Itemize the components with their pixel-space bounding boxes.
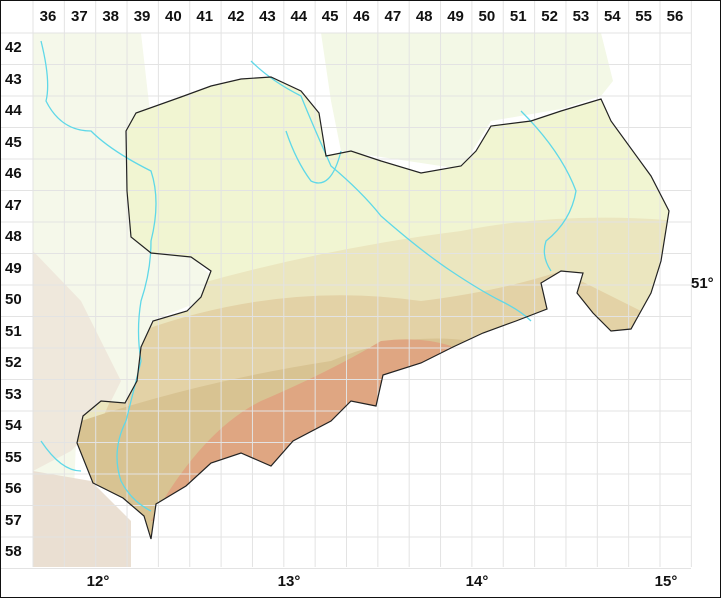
grid-column-label: 51: [509, 8, 527, 25]
longitude-label-14: 14°: [465, 573, 489, 590]
grid-column-label: 36: [39, 8, 57, 25]
grid-row-label: 52: [5, 354, 22, 371]
grid-column-label: 46: [353, 8, 370, 25]
grid-row-label: 47: [5, 196, 22, 214]
grid-row-label: 55: [5, 448, 22, 466]
grid-column-label: 52: [541, 8, 558, 25]
grid-column-label: 45: [321, 8, 339, 25]
grid-row-label: 58: [5, 543, 22, 560]
grid-column-label: 41: [196, 8, 214, 25]
grid-row-label: 54: [5, 417, 22, 434]
grid-column-label: 37: [71, 8, 88, 25]
grid-row-label: 51: [5, 322, 22, 340]
grid-row-label: 53: [5, 385, 22, 403]
grid-column-label: 43: [259, 8, 276, 25]
grid-column-label: 50: [478, 8, 496, 25]
longitude-label-15: 15°: [654, 573, 678, 590]
rivers: [40, 40, 577, 512]
grid-row-label: 48: [5, 228, 22, 245]
grid-column-label: 48: [415, 8, 433, 25]
longitude-label-12: 12°: [86, 573, 110, 590]
grid-row-label: 56: [5, 480, 22, 497]
grid-row-label: 50: [5, 291, 22, 308]
grid-lines: [1, 1, 692, 569]
latitude-label-51: 51°: [691, 275, 714, 292]
grid-row-label: 46: [5, 165, 22, 182]
grid-column-label: 42: [227, 8, 245, 25]
grid-column-label: 54: [603, 8, 621, 25]
grid-column-label: 47: [384, 8, 402, 25]
grid-column-label: 56: [666, 8, 684, 25]
grid-column-label: 38: [102, 8, 120, 25]
grid-row-label: 44: [5, 102, 22, 119]
grid-row-label: 43: [5, 70, 22, 88]
longitude-label-13: 13°: [277, 573, 301, 590]
grid-row-label: 45: [5, 133, 22, 151]
grid-column-label: 39: [133, 8, 151, 25]
grid-row-label: 57: [5, 511, 22, 529]
grid-column-label: 40: [165, 8, 182, 25]
grid-column-label: 53: [572, 8, 590, 25]
grid-column-label: 55: [635, 8, 652, 25]
grid-row-label: 42: [5, 39, 22, 56]
grid-column-label: 44: [290, 8, 308, 25]
saxony-border: [76, 76, 670, 540]
grid-row-label: 49: [5, 259, 22, 277]
grid-column-label: 49: [447, 8, 464, 25]
outside-region: [33, 33, 613, 567]
